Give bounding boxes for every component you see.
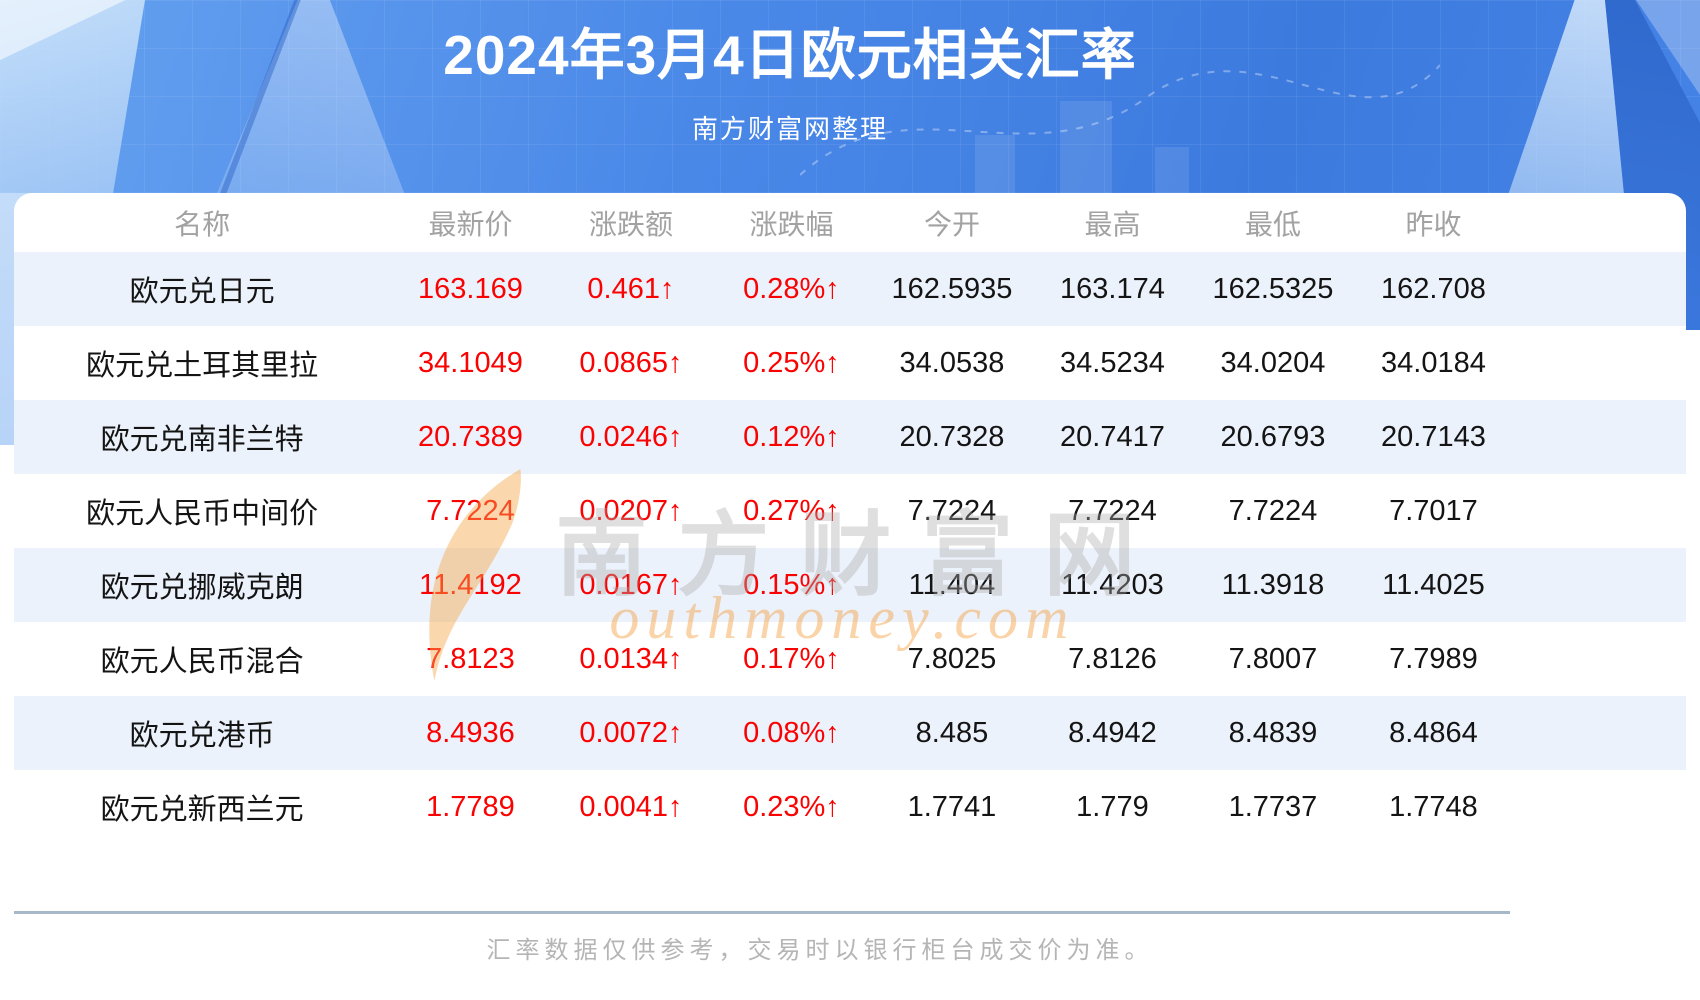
cell-prev: 8.4864 — [1353, 696, 1514, 770]
cell-high: 34.5234 — [1060, 346, 1165, 379]
cell-spacer — [1513, 400, 1686, 474]
cell-low: 8.4839 — [1192, 696, 1354, 770]
cell-change: 0.0207↑ — [579, 494, 683, 527]
cell-prev: 1.7748 — [1389, 790, 1478, 823]
header-row: 名称 最新价 涨跌额 涨跌幅 今开 最高 最低 昨收 — [14, 193, 1686, 252]
table-row: 欧元兑日元 163.169 0.461↑ 0.28%↑ 162.5935 163… — [14, 252, 1686, 326]
cell-low: 1.7737 — [1228, 790, 1318, 823]
cell-latest: 7.7224 — [426, 494, 515, 527]
cell-open: 34.0538 — [899, 346, 1005, 379]
cell-pct: 0.25%↑ — [743, 346, 840, 379]
cell-name: 欧元兑挪威克朗 — [14, 548, 391, 622]
cell-latest: 7.8123 — [426, 642, 515, 675]
cell-spacer — [1513, 548, 1686, 622]
cell-open: 162.5935 — [871, 252, 1033, 326]
table-row: 欧元人民币中间价 7.7224 0.0207↑ 0.27%↑ 7.7224 7.… — [14, 474, 1686, 548]
cell-low: 7.8007 — [1228, 642, 1318, 675]
cell-change: 0.0865↑ — [579, 346, 683, 379]
cell-spacer — [1514, 622, 1686, 696]
cell-prev: 7.7017 — [1389, 494, 1478, 527]
cell-open: 20.7328 — [871, 400, 1033, 474]
cell-name: 欧元兑日元 — [14, 252, 391, 326]
col-header-change-amount: 涨跌额 — [588, 208, 673, 240]
cell-high: 7.7224 — [1068, 494, 1157, 527]
cell-spacer — [1514, 770, 1686, 844]
cell-open: 8.485 — [871, 696, 1033, 770]
cell-latest: 34.1049 — [418, 346, 523, 379]
cell-pct: 0.23%↑ — [743, 790, 840, 823]
page-subtitle: 南方财富网整理 — [691, 114, 888, 144]
col-header-prev-close: 昨收 — [1405, 208, 1462, 240]
cell-latest: 11.4192 — [390, 548, 551, 622]
col-header-name: 名称 — [174, 208, 231, 240]
cell-name: 欧元兑港币 — [14, 696, 391, 770]
cell-pct: 0.08%↑ — [711, 696, 872, 770]
table-row: 欧元兑港币 8.4936 0.0072↑ 0.08%↑ 8.485 8.4942… — [14, 696, 1686, 770]
cell-change: 0.0246↑ — [550, 400, 712, 474]
cell-prev: 162.708 — [1353, 252, 1514, 326]
cell-spacer — [1513, 696, 1686, 770]
col-header-open: 今开 — [923, 208, 980, 240]
cell-spacer — [1513, 252, 1686, 326]
cell-change: 0.0167↑ — [550, 548, 712, 622]
rates-table: 名称 最新价 涨跌额 涨跌幅 今开 最高 最低 昨收 欧元兑日元 163.169… — [14, 193, 1686, 844]
cell-pct: 0.15%↑ — [711, 548, 872, 622]
table-row: 欧元兑新西兰元 1.7789 0.0041↑ 0.23%↑ 1.7741 1.7… — [14, 770, 1686, 844]
cell-spacer — [1514, 326, 1686, 400]
cell-high: 1.779 — [1076, 790, 1149, 823]
cell-name: 欧元人民币中间价 — [86, 498, 319, 530]
cell-low: 34.0204 — [1220, 346, 1326, 379]
table-row: 欧元兑挪威克朗 11.4192 0.0167↑ 0.15%↑ 11.404 11… — [14, 548, 1686, 622]
cell-change: 0.461↑ — [550, 252, 712, 326]
rates-card: 名称 最新价 涨跌额 涨跌幅 今开 最高 最低 昨收 欧元兑日元 163.169… — [14, 193, 1686, 844]
table-row: 欧元兑南非兰特 20.7389 0.0246↑ 0.12%↑ 20.7328 2… — [14, 400, 1686, 474]
cell-name: 欧元兑南非兰特 — [14, 400, 391, 474]
cell-high: 163.174 — [1032, 252, 1193, 326]
cell-latest: 8.4936 — [390, 696, 551, 770]
cell-name: 欧元人民币混合 — [100, 646, 304, 678]
cell-prev: 20.7143 — [1353, 400, 1514, 474]
cell-change: 0.0134↑ — [579, 642, 683, 675]
cell-open: 11.404 — [871, 548, 1033, 622]
table-row: 欧元人民币混合 7.8123 0.0134↑ 0.17%↑ 7.8025 7.8… — [14, 622, 1686, 696]
cell-pct: 0.12%↑ — [711, 400, 872, 474]
col-header-high: 最高 — [1084, 208, 1141, 240]
cell-pct: 0.27%↑ — [743, 494, 840, 527]
cell-high: 8.4942 — [1032, 696, 1193, 770]
cell-low: 162.5325 — [1192, 252, 1354, 326]
cell-high: 11.4203 — [1032, 548, 1193, 622]
footer-note: 汇率数据仅供参考，交易时以银行柜台成交价为准。 — [486, 937, 1154, 964]
cell-latest: 20.7389 — [390, 400, 551, 474]
cell-high: 7.8126 — [1068, 642, 1157, 675]
cell-high: 20.7417 — [1032, 400, 1193, 474]
cell-name: 欧元兑新西兰元 — [100, 794, 304, 826]
cell-open: 1.7741 — [907, 790, 997, 823]
cell-open: 7.8025 — [907, 642, 997, 675]
cell-name: 欧元兑土耳其里拉 — [86, 350, 319, 382]
col-header-change-pct: 涨跌幅 — [749, 208, 834, 240]
col-header-latest-price: 最新价 — [428, 208, 513, 240]
col-header-spacer — [1514, 193, 1686, 252]
cell-change: 0.0072↑ — [550, 696, 712, 770]
cell-open: 7.7224 — [907, 494, 997, 527]
footer-divider — [14, 911, 1510, 914]
cell-change: 0.0041↑ — [579, 790, 683, 823]
col-header-low: 最低 — [1244, 208, 1301, 240]
cell-prev: 34.0184 — [1381, 346, 1486, 379]
cell-low: 20.6793 — [1192, 400, 1354, 474]
cell-prev: 7.7989 — [1389, 642, 1478, 675]
hero-header: 2024年3月4日欧元相关汇率 南方财富网整理 — [0, 0, 1700, 193]
cell-low: 11.3918 — [1192, 548, 1354, 622]
cell-low: 7.7224 — [1228, 494, 1318, 527]
cell-latest: 1.7789 — [426, 790, 515, 823]
cell-prev: 11.4025 — [1353, 548, 1514, 622]
cell-pct: 0.28%↑ — [711, 252, 872, 326]
page-title: 2024年3月4日欧元相关汇率 — [443, 24, 1137, 86]
cell-pct: 0.17%↑ — [743, 642, 840, 675]
table-row: 欧元兑土耳其里拉 34.1049 0.0865↑ 0.25%↑ 34.0538 … — [14, 326, 1686, 400]
cell-spacer — [1514, 474, 1686, 548]
cell-latest: 163.169 — [390, 252, 551, 326]
